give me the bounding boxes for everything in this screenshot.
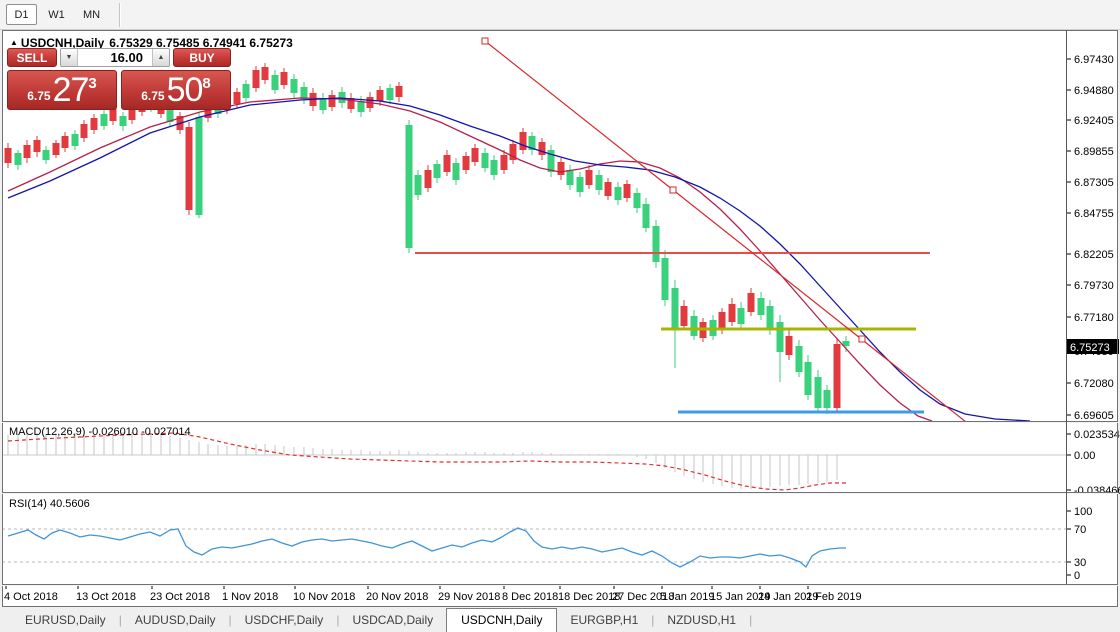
date-axis-label: 24 Jan 2019 [758, 591, 819, 603]
sell-button[interactable]: SELL [7, 48, 57, 67]
macd-axis-label: 0.00 [1074, 450, 1095, 462]
rsi-axis-label: 70 [1074, 524, 1086, 536]
toolbar-divider [119, 2, 121, 27]
triangle-down-icon: ▼ [65, 54, 73, 61]
macd-axis-label: -0.038466 [1074, 485, 1120, 497]
buy-price-prefix: 6.75 [141, 89, 165, 103]
date-axis-label: 4 Oct 2018 [4, 591, 58, 603]
tab-usdchf-daily[interactable]: USDCHF,Daily [244, 613, 324, 627]
price-axis-label: 6.69605 [1074, 410, 1114, 422]
triangle-up-icon: ▲ [157, 54, 165, 61]
date-axis-label: 13 Oct 2018 [76, 591, 136, 603]
tab-separator: | [651, 613, 655, 627]
rsi-axis-label: 0 [1074, 570, 1080, 582]
descending-trendline[interactable] [484, 40, 966, 422]
pane-frame [2, 30, 1118, 607]
tab-usdcnh-daily[interactable]: USDCNH,Daily [446, 608, 558, 632]
rsi-line [7, 527, 846, 569]
trendline-handle[interactable] [858, 335, 866, 343]
rsi-indicator-label: RSI(14) 40.5606 [9, 498, 90, 510]
volume-increase-button[interactable]: ▲ [152, 49, 169, 66]
tab-eurusd-daily[interactable]: EURUSD,Daily [25, 613, 106, 627]
current-price-tag [1067, 339, 1119, 354]
date-axis-label: 20 Nov 2018 [366, 591, 428, 603]
date-axis-label: 1 Nov 2018 [222, 591, 278, 603]
date-axis-label: 15 Jan 2019 [710, 591, 771, 603]
tab-audusd-daily[interactable]: AUDUSD,Daily [134, 613, 216, 627]
rsi-pane[interactable]: 100 70 300 [2, 506, 1092, 582]
date-axis-label: 18 Dec 2018 [558, 591, 620, 603]
tab-eurgbp-h1[interactable]: EURGBP,H1 [570, 613, 639, 627]
price-axis-label: 6.92405 [1074, 115, 1114, 127]
price-axis[interactable]: 6.97430 6.94880 6.92405 6.89855 6.87305 6.847… [1066, 54, 1119, 422]
trendline-handle[interactable] [481, 37, 489, 45]
timeframe-button-mn[interactable]: MN [82, 8, 101, 21]
chart-ohlc-values: 6.75329 6.75485 6.74941 6.75273 [109, 36, 293, 50]
timeframe-button-w1[interactable]: W1 [48, 8, 65, 21]
date-axis-label: 2 Feb 2019 [806, 591, 862, 603]
moving-average-slow-line [7, 97, 1031, 421]
chart-symbol-label: USDCNH,Daily [20, 36, 105, 50]
moving-average-fast-line [7, 97, 933, 421]
buy-price-box[interactable]: 6.75 50 8 [121, 70, 231, 110]
trendline-handle[interactable] [669, 186, 677, 194]
price-axis-label: 6.87305 [1074, 177, 1114, 189]
tab-separator: | [336, 613, 340, 627]
tab-nzdusd-h1[interactable]: NZDUSD,H1 [667, 613, 737, 627]
date-axis-label: 29 Nov 2018 [438, 591, 500, 603]
macd-pane[interactable]: 0.023534 0.00 -0.038466 [2, 429, 1120, 497]
date-axis-label: 23 Oct 2018 [150, 591, 210, 603]
chart-title: ▲ USDCNH,Daily 6.75329 6.75485 6.74941 6.7… [10, 36, 293, 50]
buy-button[interactable]: BUY [173, 48, 231, 67]
symbol-arrow-icon: ▲ [10, 38, 18, 47]
timeframe-toolbar: D1 W1 MN [0, 0, 1120, 30]
one-click-trading-panel: SELL ▼ 16.00 ▲ BUY 6.75 27 3 6.75 50 8 [7, 48, 231, 110]
rsi-axis-label: 100 [1074, 506, 1092, 518]
price-axis-label: 6.84755 [1074, 208, 1114, 220]
buy-price-pipette: 8 [202, 75, 211, 92]
date-axis-label: 27 Dec 2018 [612, 591, 674, 603]
date-axis-label: 8 Dec 2018 [502, 591, 558, 603]
tab-separator: | [749, 613, 753, 627]
chart-window-background [2, 30, 1118, 607]
macd-histogram [7, 432, 838, 489]
sell-price-pipette: 3 [88, 75, 97, 92]
sell-price-box[interactable]: 6.75 27 3 [7, 70, 117, 110]
symbol-tab-bar: EURUSD,Daily | AUDUSD,Daily | USDCHF,Daily | U… [0, 608, 1120, 632]
tab-separator: | [118, 613, 122, 627]
price-axis-label: 6.77180 [1074, 312, 1114, 324]
current-price-value: 6.75273 [1070, 342, 1110, 354]
tab-usdcad-daily[interactable]: USDCAD,Daily [352, 613, 434, 627]
date-axis-label: 5 Jan 2019 [660, 591, 714, 603]
rsi-axis-label: 30 [1074, 557, 1086, 569]
sell-price-big-digits: 27 [52, 70, 90, 109]
price-axis-label: 6.72080 [1074, 378, 1114, 390]
price-axis-label: 6.94880 [1074, 85, 1114, 97]
price-axis-label: 6.82205 [1074, 249, 1114, 261]
date-axis-label: 10 Nov 2018 [293, 591, 355, 603]
macd-axis-label: 0.023534 [1074, 429, 1120, 441]
timeframe-button-d1[interactable]: D1 [6, 4, 37, 25]
sell-price-prefix: 6.75 [27, 89, 51, 103]
buy-price-big-digits: 50 [166, 70, 204, 109]
tab-separator: | [228, 613, 232, 627]
date-axis[interactable]: 4 Oct 2018 13 Oct 2018 23 Oct 2018 1 Nov 20… [4, 584, 862, 603]
price-axis-label: 6.89855 [1074, 146, 1114, 158]
price-axis-label: 6.79730 [1074, 280, 1114, 292]
volume-decrease-button[interactable]: ▼ [61, 49, 78, 66]
macd-signal-line [7, 432, 846, 491]
volume-input[interactable]: 16.00 [110, 50, 143, 65]
price-axis-label: 6.97430 [1074, 54, 1114, 66]
volume-spinner: ▼ 16.00 ▲ [60, 48, 170, 67]
macd-indicator-label: MACD(12,26,9) -0.026010 -0.027014 [9, 426, 191, 438]
